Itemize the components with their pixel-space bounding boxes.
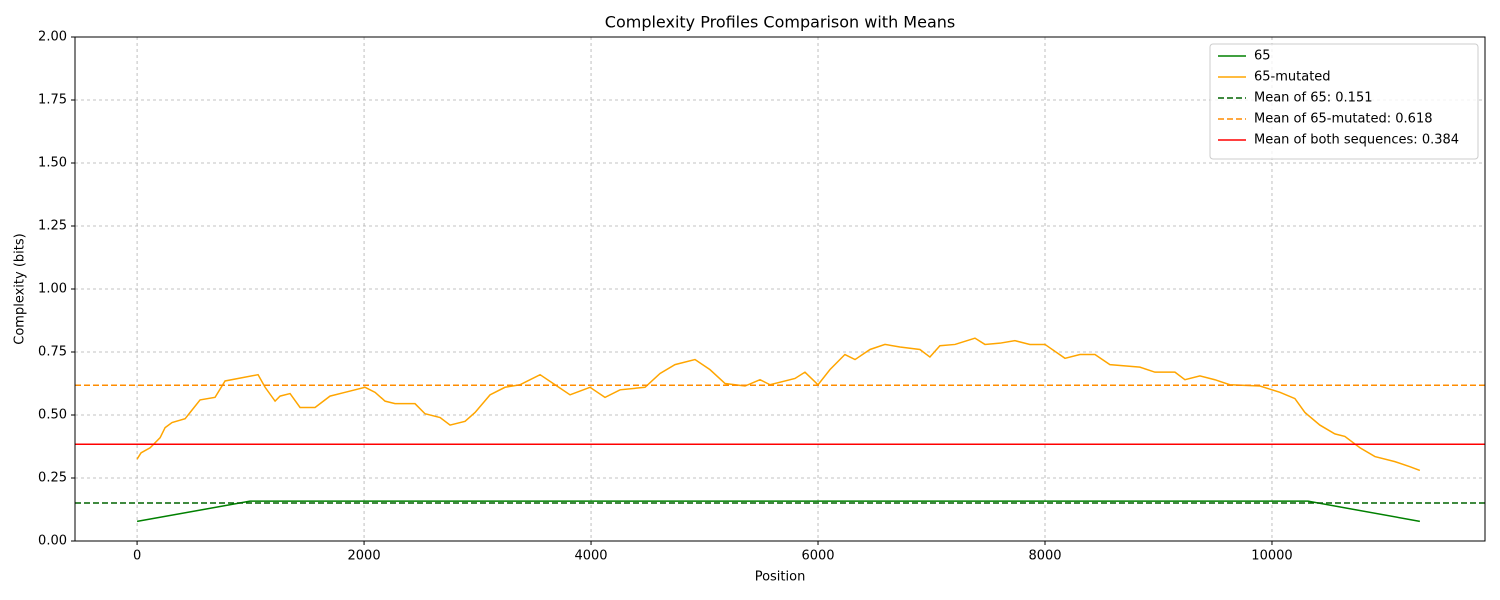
y-tick-label: 0.50 (38, 408, 67, 423)
chart-title: Complexity Profiles Comparison with Mean… (605, 13, 955, 32)
y-tick-label: 1.75 (38, 93, 67, 108)
x-axis-label: Position (755, 570, 806, 585)
y-tick-label: 0.25 (38, 471, 67, 486)
legend-label: Mean of 65: 0.151 (1254, 91, 1373, 106)
legend-label: Mean of 65-mutated: 0.618 (1254, 112, 1433, 127)
x-tick-label: 0 (133, 549, 141, 564)
x-tick-label: 6000 (801, 549, 834, 564)
y-tick-label: 0.75 (38, 345, 67, 360)
y-tick-label: 0.00 (38, 534, 67, 549)
line (136, 500, 1420, 523)
y-tick-label: 1.25 (38, 219, 67, 234)
y-tick-label: 2.00 (38, 30, 67, 45)
x-tick-label: 10000 (1251, 549, 1292, 564)
x-tick-label: 2000 (348, 549, 381, 564)
x-tick-label: 4000 (574, 549, 607, 564)
legend-label: 65-mutated (1254, 70, 1331, 85)
legend-box (1209, 43, 1479, 160)
y-axis-label: Complexity (bits) (13, 233, 28, 344)
y-tick-label: 1.50 (38, 156, 67, 171)
legend-label: 65 (1254, 49, 1271, 64)
x-tick-label: 8000 (1028, 549, 1061, 564)
plot-frame (74, 36, 1486, 542)
line (136, 337, 1421, 472)
legend-label: Mean of both sequences: 0.384 (1254, 133, 1459, 148)
y-tick-label: 1.00 (38, 282, 67, 297)
